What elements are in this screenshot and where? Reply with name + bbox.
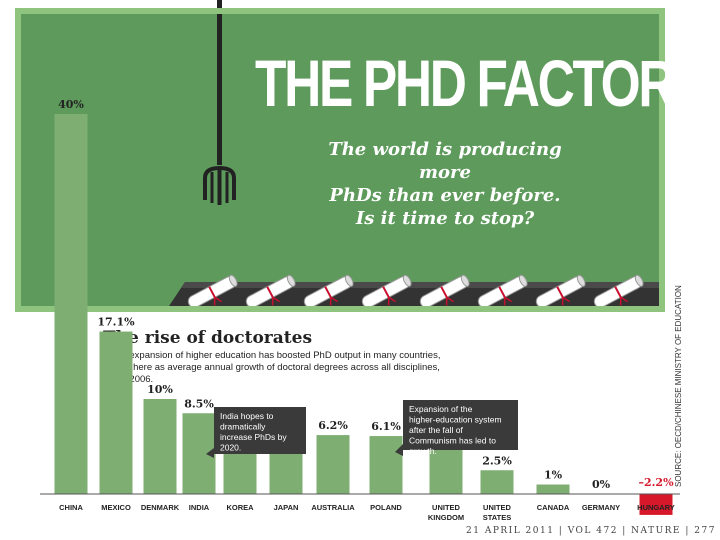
annotation-text: growth. <box>409 446 437 456</box>
category-label: AUSTRALIA <box>311 503 355 512</box>
category-label: JAPAN <box>274 503 299 512</box>
category-label: STATES <box>483 513 511 522</box>
bar-mexico <box>99 331 133 494</box>
category-label: POLAND <box>370 503 402 512</box>
diploma-icon <box>419 274 470 308</box>
annotation-text: after the fall of <box>409 425 464 435</box>
annotation-text: dramatically <box>220 422 266 432</box>
diploma-row <box>187 274 644 308</box>
subtitle-line-1: The world is producing more <box>328 139 562 183</box>
data-label: –2.2% <box>638 476 674 489</box>
annotation-text: Communism has led to <box>409 436 496 446</box>
diploma-icon <box>593 274 644 308</box>
bar-united-kingdom <box>429 444 463 494</box>
category-label: GERMANY <box>582 503 620 512</box>
category-label: CANADA <box>537 503 570 512</box>
diploma-icon <box>245 274 296 308</box>
diploma-icon <box>535 274 586 308</box>
category-label: MEXICO <box>101 503 131 512</box>
annotation-text: Expansion of the <box>409 404 473 414</box>
pitchfork-icon <box>203 0 236 205</box>
category-label: INDIA <box>189 503 210 512</box>
category-label: CHINA <box>59 503 83 512</box>
annotation-text: India hopes to <box>220 411 274 421</box>
source-note: SOURCE: OECD/CHINESE MINISTRY OF EDUCATI… <box>674 285 683 487</box>
bar-hungary <box>639 494 673 515</box>
chart-title: The rise of doctorates <box>103 328 313 348</box>
bar-australia <box>316 435 350 494</box>
data-label: 10% <box>147 383 173 396</box>
data-label: 1% <box>544 469 563 482</box>
bar-canada <box>536 484 570 494</box>
data-label: 40% <box>58 98 84 111</box>
annotation-text: higher-education system <box>409 415 502 425</box>
diploma-icon <box>477 274 528 308</box>
data-label: 17.1% <box>97 316 135 329</box>
page-footer: 21 APRIL 2011 | VOL 472 | NATURE | 277 <box>466 526 716 536</box>
category-label: UNITED <box>483 503 512 512</box>
bar-denmark <box>143 399 177 494</box>
bar-poland <box>369 436 403 494</box>
subtitle-line-3: Is it time to stop? <box>355 208 535 229</box>
data-label: 8.5% <box>184 397 214 410</box>
annotation-text: increase PhDs by <box>220 432 287 442</box>
page-subtitle: The world is producing more PhDs than ev… <box>300 138 590 230</box>
category-label: KINGDOM <box>428 513 464 522</box>
category-label: UNITED <box>432 503 461 512</box>
data-label: 0% <box>592 478 611 491</box>
data-label: 2.5% <box>482 454 512 467</box>
annotation-text: 2020. <box>220 443 241 453</box>
diploma-icon <box>361 274 412 308</box>
data-label: 6.2% <box>318 419 348 432</box>
data-label: 6.1% <box>371 420 401 433</box>
bar-china <box>54 114 88 494</box>
diploma-icon <box>187 274 238 308</box>
subtitle-line-2: PhDs than ever before. <box>329 185 561 206</box>
category-label: HUNGARY <box>637 503 675 512</box>
bar-united-states <box>480 470 514 494</box>
header-banner <box>15 8 665 312</box>
category-label: KOREA <box>226 503 254 512</box>
diploma-icon <box>303 274 354 308</box>
category-label: DENMARK <box>141 503 180 512</box>
